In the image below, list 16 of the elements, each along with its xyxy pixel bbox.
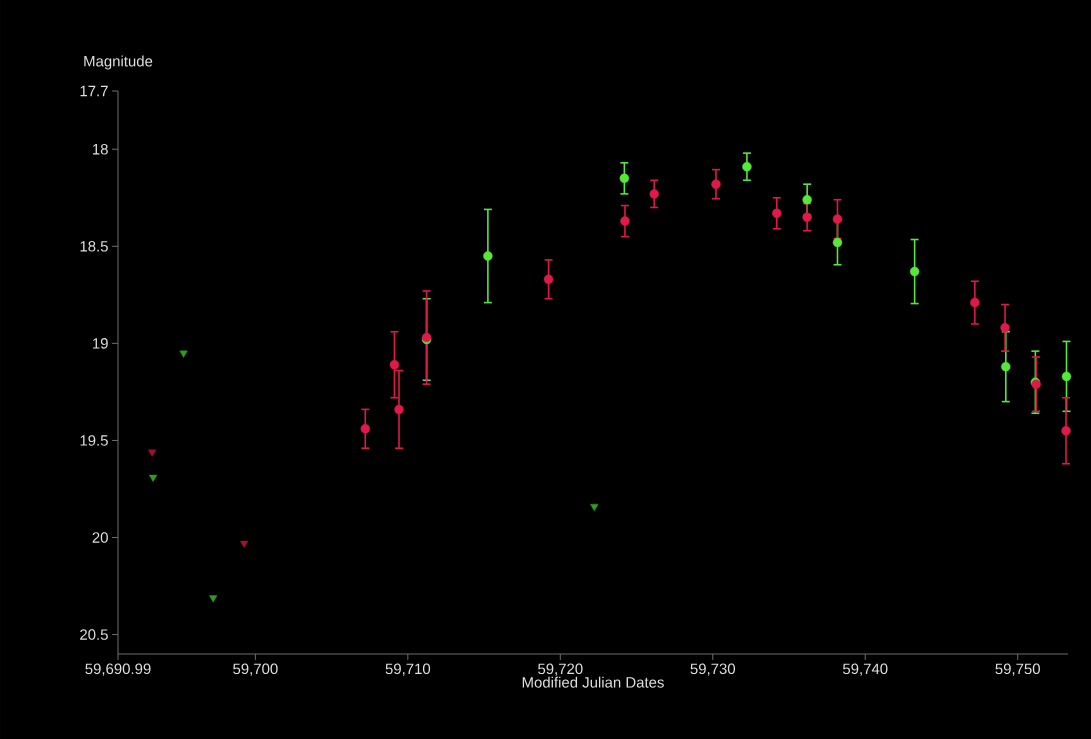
x-axis-title: Modified Julian Dates — [522, 676, 664, 688]
y-tick-label: 19 — [93, 338, 108, 349]
y-axis-title: Magnitude — [84, 55, 153, 70]
y-tick-label: 18 — [93, 143, 108, 155]
y-tick-label: 19.5 — [80, 435, 108, 446]
x-tick-label: 59,710 — [385, 663, 431, 676]
y-tick-label: 20.5 — [80, 629, 108, 640]
x-tick-label: 59,700 — [233, 663, 278, 676]
y-tick-label: 18.5 — [80, 241, 108, 252]
y-tick-label: 20 — [92, 532, 108, 543]
x-tick-label: 59,750 — [995, 663, 1040, 676]
x-tick-label: 59,740 — [842, 663, 888, 676]
x-tick-label: 59,720 — [538, 663, 583, 676]
y-tick-label: 17.7 — [80, 85, 108, 97]
x-tick-label: 59,690.99 — [85, 663, 151, 676]
x-tick-label: 59,730 — [690, 663, 736, 676]
